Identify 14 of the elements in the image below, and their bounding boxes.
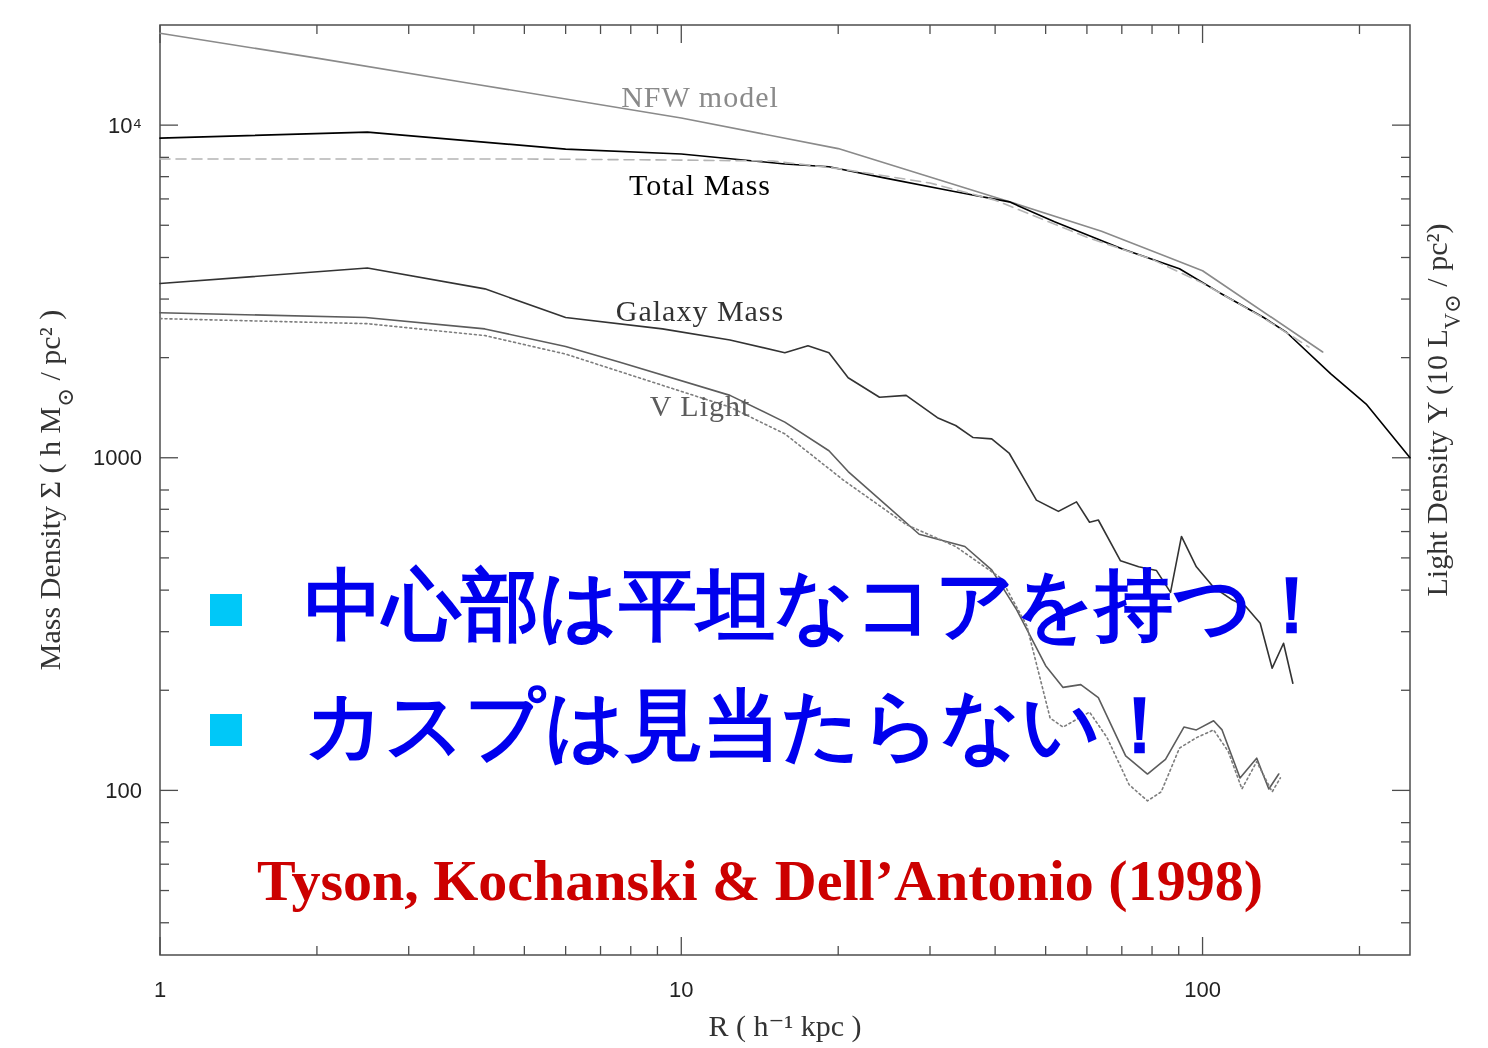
annotation: カスプは見当たらない！ xyxy=(305,680,1179,770)
x-axis-title: R ( h⁻¹ kpc ) xyxy=(708,1009,862,1043)
series-label: Galaxy Mass xyxy=(615,293,785,327)
series-label: NFW model xyxy=(621,79,779,113)
x-tick-label: 100 xyxy=(1184,977,1221,1002)
annotation: 中心部は平坦なコアを持つ！ xyxy=(305,560,1331,650)
y-tick-label: 10⁴ xyxy=(108,112,142,138)
series-label: Total Mass xyxy=(628,168,772,202)
x-tick-label: 1 xyxy=(153,977,167,1002)
y-tick-label: 100 xyxy=(105,777,142,803)
y-tick-label: 1000 xyxy=(93,445,142,471)
series-label: V Light xyxy=(649,389,751,423)
x-tick-label: 10 xyxy=(669,977,694,1002)
annotation: Tyson, Kochanski & Dell’Antonio (1998) xyxy=(257,848,1263,913)
